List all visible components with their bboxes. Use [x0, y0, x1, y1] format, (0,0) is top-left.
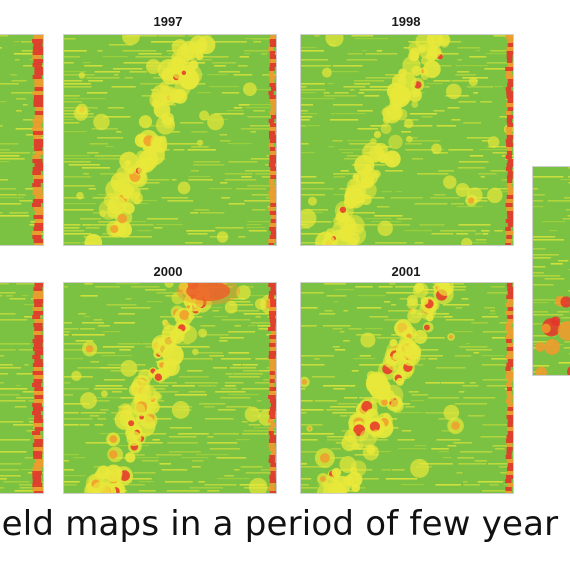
- yield-map-1997: [63, 34, 277, 246]
- yield-map-left-top: [0, 34, 44, 246]
- yield-map-1998: [300, 34, 514, 246]
- year-label-1998: 1998: [391, 14, 421, 29]
- yield-map-2001: [300, 282, 514, 494]
- figure-caption: ield maps in a period of few year: [0, 504, 559, 544]
- year-label-1997: 1997: [153, 14, 183, 29]
- yield-map-right-partial: [532, 166, 570, 376]
- yield-map-2000: [63, 282, 277, 494]
- year-label-2000: 2000: [153, 264, 183, 279]
- yield-map-left-bottom: [0, 282, 44, 494]
- year-label-2001: 2001: [391, 264, 421, 279]
